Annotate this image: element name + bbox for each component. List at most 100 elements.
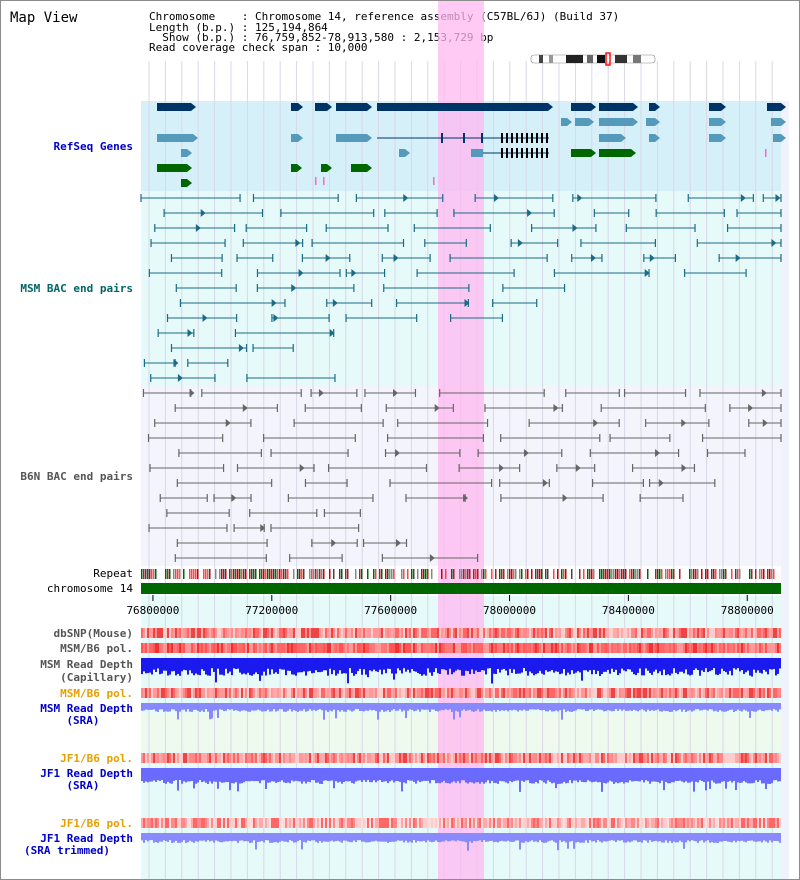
read-depth-bar [659, 703, 661, 712]
read-depth-bar [385, 703, 387, 712]
read-depth-bar [777, 703, 779, 712]
heat-cell [247, 818, 249, 828]
heat-cell [513, 643, 515, 653]
read-depth-bar [537, 833, 539, 843]
read-depth-bar [541, 658, 543, 674]
read-depth-bar [493, 833, 495, 843]
read-depth-bar [517, 833, 519, 841]
heat-cell [757, 643, 759, 653]
heat-cell [251, 643, 253, 653]
repeat-feature [613, 569, 615, 579]
heat-cell [643, 643, 645, 653]
heat-cell [317, 643, 319, 653]
heat-cell [413, 818, 415, 828]
track-label-refseq-genes[interactable]: RefSeq Genes [53, 140, 133, 153]
read-depth-bar [603, 833, 605, 842]
read-depth-bar [367, 703, 369, 711]
read-depth-bar [697, 658, 699, 671]
heat-cell [773, 753, 775, 763]
read-depth-bar [749, 658, 751, 676]
heat-cell [383, 628, 385, 638]
read-depth-bar [417, 833, 419, 841]
heat-cell [569, 643, 571, 653]
bac-end-marker [542, 479, 548, 487]
read-depth-bar [729, 768, 731, 781]
gene-feature [591, 149, 596, 157]
read-depth-bar [151, 703, 153, 710]
track-label-msm-bac-end-pairs[interactable]: MSM BAC end pairs [20, 282, 133, 295]
heat-cell [293, 628, 295, 638]
heat-cell [717, 688, 719, 698]
heat-cell [629, 753, 631, 763]
read-depth-bar [605, 768, 607, 784]
read-depth-bar [337, 768, 339, 783]
heat-cell [173, 818, 175, 828]
heat-cell [607, 628, 609, 638]
heat-cell [499, 688, 501, 698]
heat-cell [443, 818, 445, 828]
repeat-feature [241, 569, 243, 579]
heat-cell [193, 688, 195, 698]
read-depth-bar [207, 658, 209, 676]
read-depth-bar [253, 658, 255, 675]
read-depth-bar [401, 833, 403, 841]
read-depth-bar [769, 833, 771, 841]
bac-end-marker [177, 374, 183, 382]
read-depth-bar [727, 658, 729, 675]
repeat-feature [617, 569, 619, 579]
read-depth-bar [209, 768, 211, 782]
heat-cell [245, 628, 247, 638]
read-depth-bar [703, 658, 705, 672]
read-depth-bar [237, 703, 239, 711]
read-depth-bar [573, 768, 575, 781]
bac-end-marker [658, 479, 664, 487]
repeat-feature [273, 569, 275, 579]
gene-feature [646, 118, 655, 126]
read-depth-bar [389, 658, 391, 669]
read-depth-bar [263, 833, 265, 843]
heat-cell [239, 643, 241, 653]
heat-cell [471, 688, 473, 698]
heat-cell [335, 688, 337, 698]
heat-cell [227, 753, 229, 763]
heat-cell [417, 628, 419, 638]
read-depth-bar [467, 833, 469, 851]
read-depth-bar [729, 833, 731, 842]
heat-cell [373, 628, 375, 638]
read-depth-bar [705, 768, 707, 791]
repeat-feature [771, 569, 773, 579]
read-depth-bar [333, 703, 335, 710]
heat-cell [735, 688, 737, 698]
heat-cell [287, 628, 289, 638]
heat-cell [419, 818, 421, 828]
heat-cell [587, 628, 589, 638]
heat-cell [285, 643, 287, 653]
read-depth-bar [375, 833, 377, 841]
heat-cell [461, 753, 463, 763]
heat-cell [307, 753, 309, 763]
heat-cell [397, 818, 399, 828]
repeat-feature [647, 569, 649, 579]
heat-cell [399, 688, 401, 698]
read-depth-bar [649, 658, 651, 674]
heat-cell [567, 628, 569, 638]
read-depth-bar [379, 658, 381, 670]
heat-cell [301, 643, 303, 653]
read-depth-bar [759, 658, 761, 673]
read-depth-bar [701, 833, 703, 841]
read-depth-bar [577, 833, 579, 842]
chromosome-ideogram[interactable] [530, 52, 656, 66]
read-depth-bar [271, 658, 273, 670]
heat-cell [567, 643, 569, 653]
track-label-b6n-bac-end-pairs[interactable]: B6N BAC end pairs [20, 470, 133, 483]
read-depth-bar [193, 703, 195, 710]
heat-cell [755, 818, 757, 828]
read-depth-bar [267, 703, 269, 710]
heat-cell [149, 818, 151, 828]
read-depth-bar [575, 703, 577, 711]
heat-cell [671, 643, 673, 653]
heat-cell [183, 643, 185, 653]
heat-cell [583, 753, 585, 763]
read-depth-bar [593, 703, 595, 711]
